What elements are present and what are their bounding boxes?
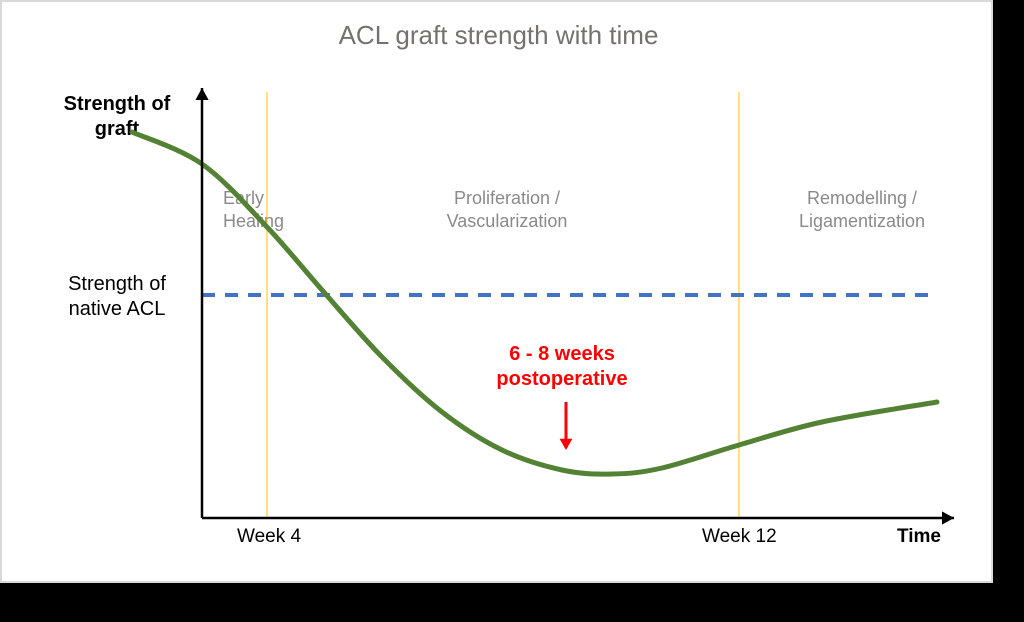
callout-arrow-icon [560, 402, 573, 450]
graft-strength-curve [132, 132, 937, 474]
chart-svg [2, 2, 995, 585]
chart-card: ACL graft strength with time Strength of… [0, 0, 993, 583]
axes [195, 88, 954, 525]
